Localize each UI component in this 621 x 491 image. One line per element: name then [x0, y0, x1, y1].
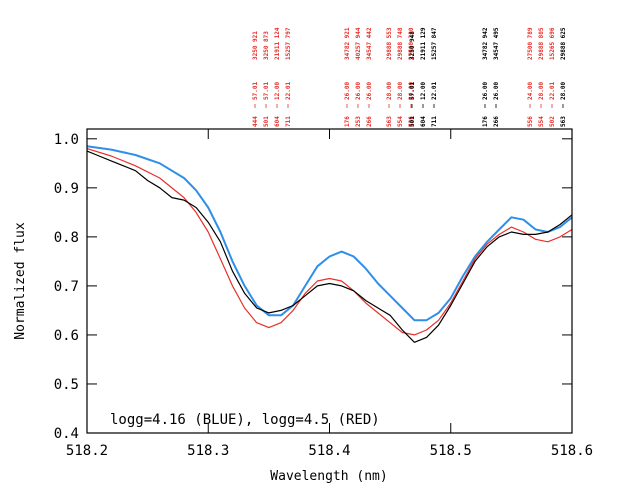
line-id-code: 21911 129 [420, 27, 427, 60]
x-tick-label: 518.4 [308, 443, 350, 459]
x-tick-label: 518.3 [187, 443, 229, 459]
line-id-element: 22.01 [431, 82, 438, 100]
line-id-index: 711 [431, 116, 438, 127]
line-id-element: 26.00 [355, 82, 362, 100]
line-id-code: 40257 944 [355, 27, 362, 60]
series-layer [86, 145, 573, 343]
series-line-3 [86, 150, 573, 343]
line-id-element: 28.00 [560, 82, 567, 100]
line-id-element: 24.00 [408, 82, 415, 100]
line-id-code: 15257 797 [285, 27, 292, 60]
line-id-element: 57.01 [252, 82, 259, 100]
line-id-element: 22.01 [285, 82, 292, 100]
line-id-element: 26.00 [482, 82, 489, 100]
line-id-index: 444 [252, 116, 259, 127]
line-id-index: 563 [560, 116, 567, 127]
annotation-text: logg=4.16 (BLUE), logg=4.5 (RED) [110, 412, 380, 428]
line-id-element: 57.01 [263, 82, 270, 100]
line-id-code: 3250 948 [409, 31, 416, 60]
line-id-code: 21911 124 [274, 27, 281, 60]
line-id-code: 34547 442 [366, 27, 373, 60]
line-id-index: 536 [408, 116, 415, 127]
line-id-index: 556 [527, 116, 534, 127]
line-id-code: 29888 553 [386, 27, 393, 60]
line-id-index: 554 [397, 116, 404, 127]
y-tick-label: 0.4 [54, 426, 79, 442]
x-tick-label: 518.5 [430, 443, 472, 459]
line-id-code: 27500 789 [527, 27, 534, 60]
line-id-index: 266 [493, 116, 500, 127]
y-tick-label: 0.5 [54, 377, 79, 393]
line-id-element: 12.00 [420, 82, 427, 100]
line-id-code: 29888 625 [560, 27, 567, 60]
plot-frame [86, 128, 573, 434]
line-id-code: 34547 495 [493, 27, 500, 60]
x-tick-label: 518.2 [66, 443, 108, 459]
line-id-code: 3250 873 [263, 31, 270, 60]
line-identification-labels: 3250 921 57.01 444 3250 873 57.01 501 21911 12… [252, 27, 567, 127]
line-id-code: 29888 805 [538, 27, 545, 60]
x-tick-label: 518.6 [551, 443, 593, 459]
line-id-index: 176 [344, 116, 351, 127]
line-id-code: 34782 921 [344, 27, 351, 60]
line-id-index: 563 [386, 116, 393, 127]
line-id-index: 604 [274, 116, 281, 127]
line-id-index: 711 [285, 116, 292, 127]
y-tick-label: 0.6 [54, 328, 79, 344]
line-id-index: 501 [263, 116, 270, 127]
y-tick-label: 1.0 [54, 132, 79, 148]
line-id-code: 3250 921 [252, 31, 259, 60]
line-id-index: 266 [366, 116, 373, 127]
line-id-index: 253 [355, 116, 362, 127]
line-id-code: 27500 230 [408, 27, 415, 60]
line-id-code: 29888 748 [397, 27, 404, 60]
series-line-1 [86, 145, 573, 322]
line-id-element: 28.00 [538, 82, 545, 100]
y-tick-label: 0.8 [54, 230, 79, 246]
line-id-element: 57.01 [409, 82, 416, 100]
y-axis-title: Normalized flux [13, 222, 28, 340]
line-id-index: 176 [482, 116, 489, 127]
line-id-code: 15265 696 [549, 27, 556, 60]
line-id-element: 24.00 [527, 82, 534, 100]
y-tick-label: 0.7 [54, 279, 79, 295]
line-id-element: 28.00 [397, 82, 404, 100]
x-axis-title: Wavelength (nm) [270, 469, 387, 484]
y-tick-label: 0.9 [54, 181, 79, 197]
line-id-index: 501 [409, 116, 416, 127]
line-id-element: 26.00 [366, 82, 373, 100]
line-id-index: 502 [549, 116, 556, 127]
line-id-element: 28.00 [386, 82, 393, 100]
series-line-2 [86, 148, 573, 336]
line-id-index: 554 [538, 116, 545, 127]
line-id-code: 15257 847 [431, 27, 438, 60]
line-id-element: 26.00 [493, 82, 500, 100]
axis-ticks: 518.2 518.3 518.4 518.5 518.6 0.4 0.5 0.6 0.7 0.8… [54, 129, 593, 459]
line-id-element: 22.01 [549, 82, 556, 100]
line-id-element: 12.00 [274, 82, 281, 100]
line-id-code: 34782 942 [482, 27, 489, 60]
line-id-element: 26.00 [344, 82, 351, 100]
line-id-index: 604 [420, 116, 427, 127]
